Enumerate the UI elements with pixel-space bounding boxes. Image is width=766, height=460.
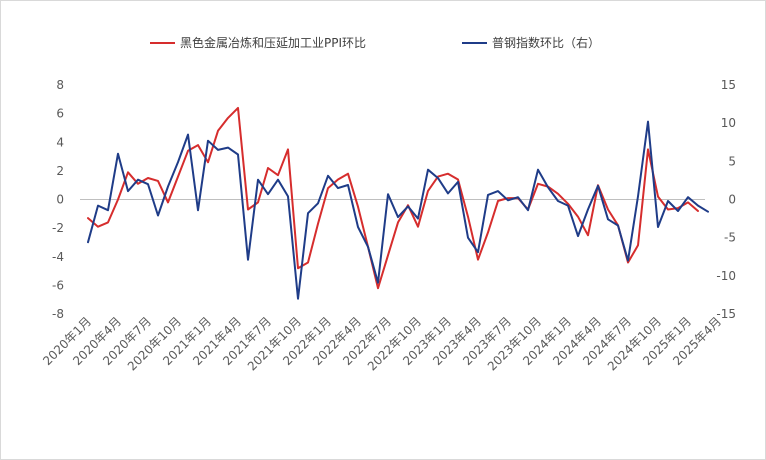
left-tick-label: 6: [56, 107, 64, 121]
legend-label-ppi: 黑色金属冶炼和压延加工业PPI环比: [180, 35, 366, 50]
left-tick-label: 0: [56, 193, 64, 207]
right-tick-label: 0: [728, 193, 736, 207]
right-axis-ticks: 15 10 5 0 -5 -10 -15: [716, 78, 736, 321]
right-tick-label: -15: [716, 307, 736, 321]
right-tick-label: -5: [724, 231, 736, 245]
left-tick-label: -4: [52, 250, 64, 264]
series-line-ppi: [87, 106, 699, 290]
series-line-steel-index: [87, 120, 709, 300]
legend-label-steel-index: 普钢指数环比（右）: [492, 35, 600, 50]
series-lines: [87, 106, 709, 300]
right-tick-label: -10: [716, 269, 736, 283]
legend: 黑色金属冶炼和压延加工业PPI环比 普钢指数环比（右）: [150, 35, 600, 50]
left-tick-label: 4: [56, 135, 64, 149]
right-tick-label: 10: [721, 116, 736, 130]
left-tick-label: -2: [52, 221, 64, 235]
right-tick-label: 5: [728, 154, 736, 168]
left-tick-label: 8: [56, 78, 64, 92]
right-tick-label: 15: [721, 78, 736, 92]
left-tick-label: -6: [52, 278, 64, 292]
x-axis-ticks: 2020年1月2020年4月2020年7月2020年10月2021年1月2021…: [40, 314, 724, 373]
left-tick-label: 2: [56, 164, 64, 178]
left-axis-ticks: 8 6 4 2 0 -2 -4 -6 -8: [52, 78, 64, 321]
left-tick-label: -8: [52, 307, 64, 321]
